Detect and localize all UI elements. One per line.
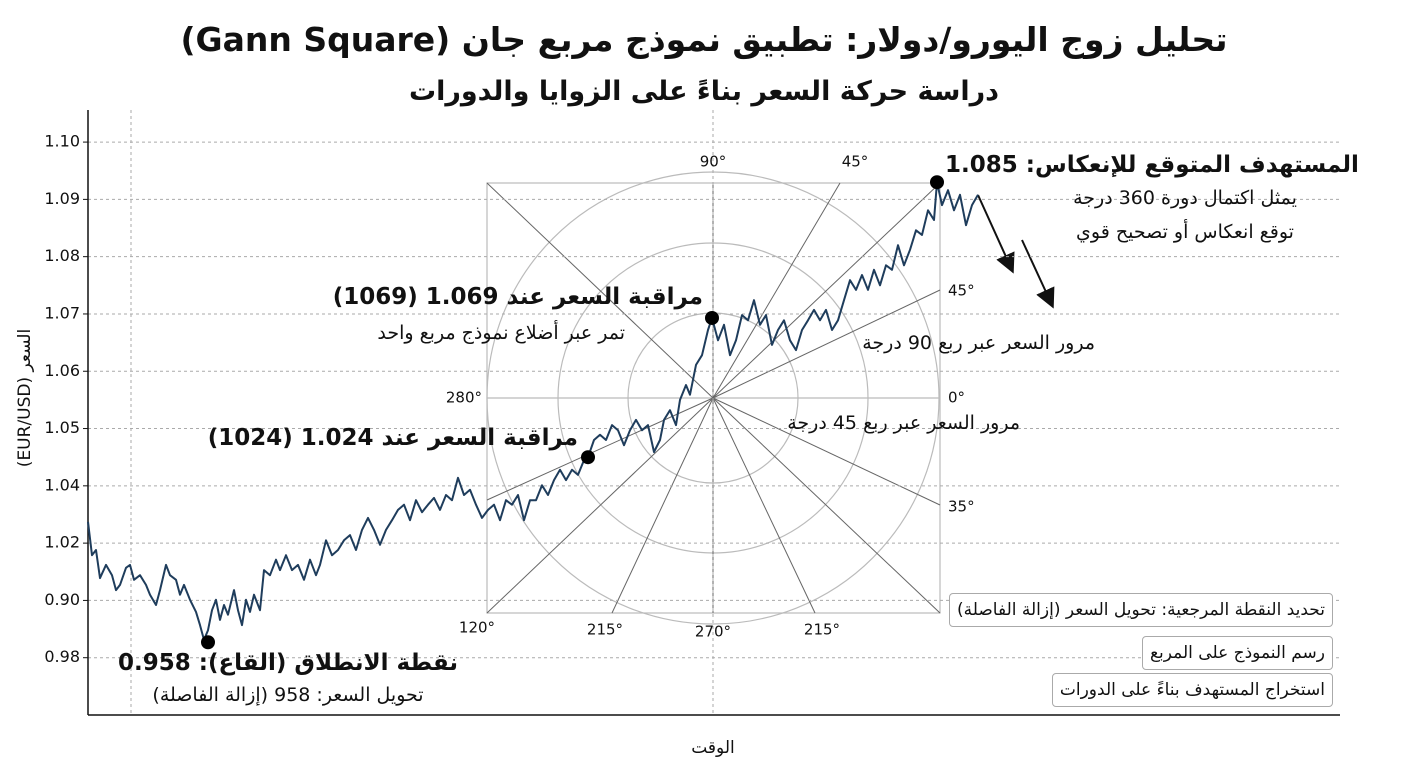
annotation-title: مراقبة السعر عند 1.069 (1069) [332,284,703,310]
y-axis-label: السعر (EUR/USD) [15,328,35,468]
gann-angle-label: 45° [842,153,869,171]
gann-spoke [712,397,941,506]
gann-spoke [611,397,714,614]
gann-angle-label: 0° [948,389,965,407]
annotation-note: يمثل اكتمال دورة 360 درجة [1073,186,1297,209]
gann-spoke [712,289,941,399]
gann-angle-label: 35° [948,498,975,516]
gann-angle-label: 280° [446,389,482,407]
annotation-note: تمر عبر أضلاع نموذج مربع واحد [377,321,625,344]
gann-spoke [486,397,714,614]
y-tick-label: 1.09 [44,189,80,208]
y-tick-label: 1.10 [44,132,80,151]
gann-angle-label: 120° [459,619,495,637]
x-axis-label: الوقت [691,738,735,758]
key-point [201,635,215,650]
key-point [705,310,719,325]
step-box: تحديد النقطة المرجعية: تحويل السعر (إزال… [948,593,1333,627]
key-point [581,450,595,465]
vertical-grid [130,110,714,715]
gann-angle-label: 215° [587,621,623,639]
arrow [1021,239,1055,309]
y-tick-label: 1.07 [44,303,80,322]
annotation-note: تحويل السعر: 958 (إزالة الفاصلة) [152,683,424,706]
price-line [87,181,979,641]
key-point [930,175,944,190]
step-box: رسم النموذج على المربع [1142,636,1333,670]
gann-spoke [712,397,816,614]
y-tick-label: 0.90 [44,590,80,609]
annotation-note: توقع انعكاس أو تصحيح قوي [1076,220,1294,243]
gann-spoke [712,182,941,399]
gann-spoke [712,397,941,614]
annotation-title: نقطة الانطلاق (القاع): 0.958 [117,650,459,676]
gann-angle-label: 270° [695,623,731,641]
arrow [977,194,1015,274]
gann-angle-label: 90° [700,153,727,171]
annotation-title: مراقبة السعر عند 1.024 (1024) [207,425,578,451]
y-tick-label: 1.05 [44,418,80,437]
annotation-note: مرور السعر عبر ربع 90 درجة [862,331,1095,354]
y-tick-label: 1.04 [44,475,80,494]
annotation-note: مرور السعر عبر ربع 45 درجة [787,411,1020,434]
y-tick-label: 0.98 [44,647,80,666]
gann-spoke [486,182,714,399]
y-tick-label: 1.06 [44,361,80,380]
gann-spoke [486,397,714,501]
y-tick-label: 1.08 [44,246,80,265]
step-box: استخراج المستهدف بناءً على الدورات [1051,673,1333,707]
chart-title: تحليل زوج اليورو/دولار: تطبيق نموذج مربع… [180,20,1228,59]
gann-spoke [712,182,841,399]
y-tick-label: 1.02 [44,533,80,552]
annotation-title: المستهدف المتوقع للإنعكاس: 1.085 [945,152,1359,178]
gann-angle-label: 215° [804,621,840,639]
gann-angle-label: 45° [948,282,975,300]
chart-subtitle: دراسة حركة السعر بناءً على الزوايا والدو… [408,76,1000,107]
